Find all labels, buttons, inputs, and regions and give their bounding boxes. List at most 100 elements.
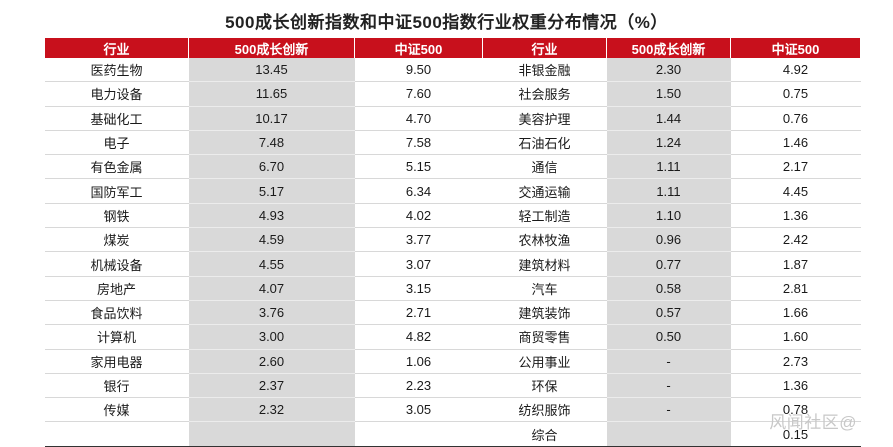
industry-cell: 钢铁 [44, 203, 189, 229]
industry-cell: 银行 [44, 373, 189, 399]
growth-weight-cell: 4.55 [188, 251, 355, 277]
csi500-weight-cell: 2.81 [730, 276, 861, 301]
table-row: 传媒 2.32 3.05 纺织服饰 -0.78 [44, 397, 861, 423]
growth-weight-cell: 0.57 [606, 300, 731, 326]
growth-weight-cell: 1.11 [606, 178, 731, 204]
industry-cell: 汽车 [482, 276, 607, 301]
csi500-weight-cell: 9.50 [354, 58, 483, 83]
growth-weight-cell: 7.48 [188, 130, 355, 156]
csi500-weight-cell [354, 421, 483, 447]
growth-weight-cell: 4.59 [188, 227, 355, 253]
growth-weight-cell [606, 421, 731, 447]
csi500-weight-cell: 4.45 [730, 178, 861, 204]
growth-weight-cell: 13.45 [188, 58, 355, 83]
growth-weight-cell: 0.96 [606, 227, 731, 253]
growth-weight-cell [188, 421, 355, 447]
csi500-weight-cell: 6.34 [354, 178, 483, 204]
table-row: 有色金属 6.70 5.15 通信 1.11 2.17 [44, 154, 861, 180]
growth-weight-cell: 0.58 [606, 276, 731, 301]
growth-weight-cell: 1.10 [606, 203, 731, 229]
header-industry-2: 行业 [482, 38, 607, 58]
industry-cell: 农林牧渔 [482, 227, 607, 253]
industry-cell: 非银金融 [482, 58, 607, 83]
growth-weight-cell: 2.32 [188, 397, 355, 423]
growth-weight-cell: 1.50 [606, 81, 731, 107]
growth-weight-cell: - [606, 397, 731, 423]
table-row: 机械设备 4.55 3.07 建筑材料 0.77 1.87 [44, 251, 861, 277]
industry-cell: 煤炭 [44, 227, 189, 253]
growth-weight-cell: 3.76 [188, 300, 355, 326]
csi500-weight-cell: 1.66 [730, 300, 861, 326]
industry-cell: 交通运输 [482, 178, 607, 204]
industry-cell: 环保 [482, 373, 607, 399]
csi500-weight-cell: 0.15 [730, 421, 861, 447]
growth-weight-cell: 6.70 [188, 154, 355, 180]
growth-weight-cell: 2.60 [188, 349, 355, 374]
growth-weight-cell: 0.77 [606, 251, 731, 277]
industry-cell: 建筑材料 [482, 251, 607, 277]
csi500-weight-cell: 3.07 [354, 251, 483, 277]
industry-cell: 电子 [44, 130, 189, 156]
growth-weight-cell: 4.07 [188, 276, 355, 301]
industry-cell: 社会服务 [482, 81, 607, 107]
table-row: 电子 7.48 7.58 石油石化 1.24 1.46 [44, 130, 861, 156]
csi500-weight-cell: 7.58 [354, 130, 483, 156]
industry-cell: 公用事业 [482, 349, 607, 374]
header-csi500-2: 中证500 [730, 38, 861, 58]
industry-cell: 计算机 [44, 324, 189, 350]
industry-cell: 电力设备 [44, 81, 189, 107]
csi500-weight-cell: 0.78 [730, 397, 861, 423]
csi500-weight-cell: 2.71 [354, 300, 483, 326]
growth-weight-cell: 0.50 [606, 324, 731, 350]
industry-cell: 美容护理 [482, 106, 607, 131]
header-industry: 行业 [44, 38, 189, 58]
table-body: 医药生物 13.45 9.50 非银金融 2.30 4.92 电力设备 11.65 7.60 社会… [44, 58, 861, 447]
weight-table: 行业 500成长创新 中证500 行业 500成长创新 中证500 医药生物 13… [44, 38, 861, 447]
csi500-weight-cell: 2.42 [730, 227, 861, 253]
header-row: 行业 500成长创新 中证500 行业 500成长创新 中证500 [44, 38, 861, 58]
csi500-weight-cell: 1.87 [730, 251, 861, 277]
industry-cell [44, 421, 189, 447]
growth-weight-cell: 2.37 [188, 373, 355, 399]
csi500-weight-cell: 1.60 [730, 324, 861, 350]
growth-weight-cell: - [606, 349, 731, 374]
csi500-weight-cell: 4.82 [354, 324, 483, 350]
industry-cell: 传媒 [44, 397, 189, 423]
csi500-weight-cell: 3.15 [354, 276, 483, 301]
csi500-weight-cell: 2.73 [730, 349, 861, 374]
industry-cell: 通信 [482, 154, 607, 180]
table-row: 国防军工 5.17 6.34 交通运输 1.11 4.45 [44, 178, 861, 204]
table-row: 医药生物 13.45 9.50 非银金融 2.30 4.92 [44, 58, 861, 83]
header-growth-index: 500成长创新 [188, 38, 355, 58]
table-title: 500成长创新指数和中证500指数行业权重分布情况（%） [225, 13, 668, 32]
csi500-weight-cell: 4.02 [354, 203, 483, 229]
growth-weight-cell: - [606, 373, 731, 399]
industry-cell: 轻工制造 [482, 203, 607, 229]
growth-weight-cell: 11.65 [188, 81, 355, 107]
watermark: 风闻社区@ [769, 413, 857, 432]
growth-weight-cell: 1.44 [606, 106, 731, 131]
csi500-weight-cell: 1.46 [730, 130, 861, 156]
table-row: 家用电器 2.60 1.06 公用事业 -2.73 [44, 349, 861, 374]
csi500-weight-cell: 4.70 [354, 106, 483, 131]
industry-cell: 机械设备 [44, 251, 189, 277]
csi500-weight-cell: 0.75 [730, 81, 861, 107]
table-row: 电力设备 11.65 7.60 社会服务 1.50 0.75 [44, 81, 861, 107]
industry-cell: 商贸零售 [482, 324, 607, 350]
industry-cell: 石油石化 [482, 130, 607, 156]
growth-weight-cell: 4.93 [188, 203, 355, 229]
table-row: 银行 2.37 2.23 环保 -1.36 [44, 373, 861, 399]
industry-cell: 综合 [482, 421, 607, 447]
csi500-weight-cell: 5.15 [354, 154, 483, 180]
industry-cell: 纺织服饰 [482, 397, 607, 423]
csi500-weight-cell: 3.05 [354, 397, 483, 423]
table-row: 房地产 4.07 3.15 汽车 0.58 2.81 [44, 276, 861, 301]
csi500-weight-cell: 7.60 [354, 81, 483, 107]
header-growth-index-2: 500成长创新 [606, 38, 731, 58]
table-row: 食品饮料 3.76 2.71 建筑装饰 0.57 1.66 [44, 300, 861, 326]
table-row: 基础化工 10.17 4.70 美容护理 1.44 0.76 [44, 106, 861, 131]
csi500-weight-cell: 1.36 [730, 373, 861, 399]
table-row: 钢铁 4.93 4.02 轻工制造 1.10 1.36 [44, 203, 861, 229]
csi500-weight-cell: 1.36 [730, 203, 861, 229]
csi500-weight-cell: 4.92 [730, 58, 861, 83]
